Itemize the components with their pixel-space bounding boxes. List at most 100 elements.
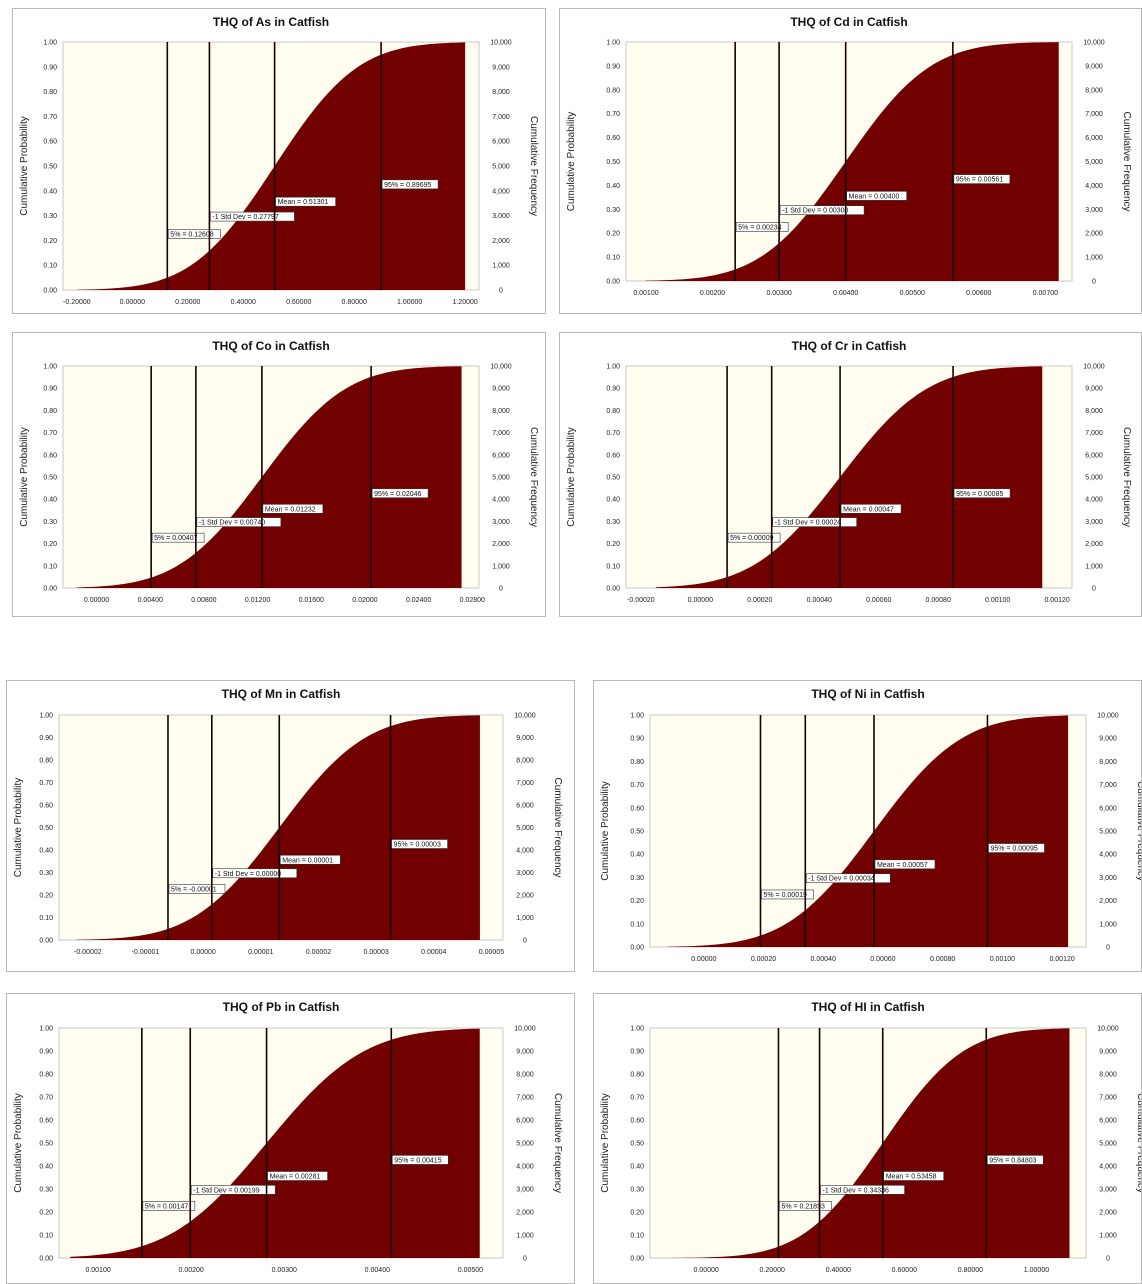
marker-label: -1 Std Dev = 0.00300 xyxy=(779,205,865,215)
y2-tick-label: 0 xyxy=(1106,945,1110,952)
y-tick-label: 0.20 xyxy=(606,231,620,238)
y2-axis-label: Cumulative Frequency xyxy=(1135,1093,1142,1193)
y-axis-label: Cumulative Probability xyxy=(600,781,611,881)
chart-panel: THQ of Cd in Catfish 5% = 0.00234 -1 Std D… xyxy=(559,8,1142,314)
x-tick-label: 0.00400 xyxy=(833,290,858,297)
x-tick-label: 0.00700 xyxy=(1033,290,1058,297)
y2-tick-label: 9,000 xyxy=(1099,736,1117,743)
marker-label-text: Mean = 0.00001 xyxy=(282,857,333,864)
y2-tick-label: 0 xyxy=(1092,279,1096,286)
y2-tick-label: 4,000 xyxy=(516,848,534,855)
y-tick-label: 0.10 xyxy=(39,1233,53,1240)
y-tick-label: 0.00 xyxy=(606,279,620,286)
y2-tick-label: 6,000 xyxy=(516,803,534,810)
y-tick-label: 0.90 xyxy=(39,1049,53,1056)
x-tick-label: 0.00000 xyxy=(84,597,109,604)
x-tick-label: 0.00020 xyxy=(751,956,776,963)
y-tick-label: 0.00 xyxy=(630,945,644,952)
x-tick-label: 0.00000 xyxy=(691,956,716,963)
x-tick-label: 0.00002 xyxy=(306,949,331,956)
x-tick-label: -0.20000 xyxy=(63,299,91,306)
x-tick-label: 0.00100 xyxy=(633,290,658,297)
y-tick-label: 0.50 xyxy=(630,1141,644,1148)
marker-label: 95% = 0.00085 xyxy=(953,488,1011,499)
y2-tick-label: 1,000 xyxy=(1085,255,1103,262)
x-tick-label: 0.80000 xyxy=(958,1267,983,1274)
y2-tick-label: 5,000 xyxy=(492,475,510,482)
y2-tick-label: 4,000 xyxy=(492,188,510,195)
marker-label: -1 Std Dev = 0.27797 xyxy=(210,211,295,222)
y2-tick-label: 3,000 xyxy=(492,213,510,220)
y2-tick-label: 2,000 xyxy=(516,893,534,900)
y-tick-label: 1.00 xyxy=(39,713,53,720)
y-tick-label: 0.10 xyxy=(606,563,620,570)
x-tick-label: -0.00020 xyxy=(627,597,655,604)
y2-tick-label: 6,000 xyxy=(492,139,510,146)
x-tick-label: 0.00080 xyxy=(930,956,955,963)
x-tick-label: 0.00000 xyxy=(693,1267,718,1274)
y-tick-label: 1.00 xyxy=(43,364,57,371)
chart-panel: THQ of As in Catfish 5% = 0.12608 -1 Std D… xyxy=(12,8,546,314)
y-tick-label: 0.60 xyxy=(606,452,620,459)
y-tick-label: 0.50 xyxy=(630,829,644,836)
chart-panel: THQ of Mn in Catfish 5% = -0.00001 -1 Std … xyxy=(6,680,575,972)
y2-tick-label: 7,000 xyxy=(516,1095,534,1102)
x-tick-label: 0.00300 xyxy=(766,290,791,297)
x-tick-label: 0.00060 xyxy=(866,597,891,604)
marker-label: Mean = 0.00047 xyxy=(840,504,902,514)
marker-label: -1 Std Dev = 0.00034 xyxy=(805,873,891,884)
y2-tick-label: 8,000 xyxy=(1099,759,1117,766)
chart-svg: THQ of Cr in Catfish 5% = 0.00009 -1 Std D… xyxy=(566,339,1132,604)
y-tick-label: 0.20 xyxy=(39,1210,53,1217)
x-tick-label: 0.40000 xyxy=(231,299,256,306)
y2-tick-label: 6,000 xyxy=(1085,452,1103,459)
y-tick-label: 0.20 xyxy=(43,541,57,548)
y-tick-label: 0.90 xyxy=(630,1049,644,1056)
y2-tick-label: 3,000 xyxy=(516,870,534,877)
x-tick-label: 0.00100 xyxy=(85,1267,110,1274)
y2-tick-label: 3,000 xyxy=(492,519,510,526)
x-tick-label: 0.20000 xyxy=(175,299,200,306)
y2-tick-label: 7,000 xyxy=(492,114,510,121)
y-tick-label: 0.60 xyxy=(630,1118,644,1125)
marker-label-text: 5% = 0.00407 xyxy=(154,535,198,542)
y2-tick-label: 5,000 xyxy=(1099,829,1117,836)
marker-label-text: Mean = 0.51301 xyxy=(278,199,329,206)
y-tick-label: 0.50 xyxy=(606,475,620,482)
y-tick-label: 0.00 xyxy=(39,1256,53,1263)
x-tick-label: 0.80000 xyxy=(342,299,367,306)
marker-label-text: Mean = 0.53458 xyxy=(886,1174,937,1181)
marker-label: -1 Std Dev = 0.00024 xyxy=(772,517,857,527)
marker-label-text: 5% = 0.00234 xyxy=(738,224,782,231)
marker-label-text: 5% = 0.00147 xyxy=(145,1203,189,1210)
chart-panel: THQ of Co in Catfish 5% = 0.00407 -1 Std D… xyxy=(12,332,546,617)
x-tick-label: 0.02400 xyxy=(406,597,431,604)
y2-tick-label: 10,000 xyxy=(1097,1026,1119,1033)
marker-label-text: 95% = 0.00095 xyxy=(990,846,1037,853)
x-tick-label: 0.00120 xyxy=(1049,956,1074,963)
y-tick-label: 0.90 xyxy=(630,736,644,743)
marker-label: 5% = 0.00407 xyxy=(151,532,205,543)
x-tick-label: 0.00400 xyxy=(365,1267,390,1274)
chart-title: THQ of Co in Catfish xyxy=(212,339,329,353)
y-axis-label: Cumulative Probability xyxy=(566,112,577,212)
x-tick-label: 0.00040 xyxy=(811,956,836,963)
marker-label: Mean = 0.01232 xyxy=(262,504,324,514)
marker-label: 5% = 0.00009 xyxy=(727,532,781,543)
y-tick-label: 0.90 xyxy=(606,63,620,70)
marker-label-text: 95% = 0.00085 xyxy=(956,491,1003,498)
x-tick-label: -0.00001 xyxy=(132,949,160,956)
y2-tick-label: 6,000 xyxy=(1099,805,1117,812)
y2-axis-label: Cumulative Frequency xyxy=(1121,111,1132,211)
y-tick-label: 0.30 xyxy=(606,207,620,214)
y2-tick-label: 0 xyxy=(1106,1256,1110,1263)
x-tick-label: 0.60000 xyxy=(892,1267,917,1274)
marker-label: 5% = 0.12608 xyxy=(167,229,221,239)
marker-label-text: -1 Std Dev = 0.00300 xyxy=(782,208,848,215)
x-tick-label: 0.00500 xyxy=(458,1267,483,1274)
y-tick-label: 0.80 xyxy=(43,408,57,415)
y-tick-label: 1.00 xyxy=(630,713,644,720)
marker-label-text: 5% = 0.00009 xyxy=(730,535,774,542)
y-tick-label: 0.30 xyxy=(630,1187,644,1194)
marker-label: 5% = 0.00019 xyxy=(761,889,814,900)
